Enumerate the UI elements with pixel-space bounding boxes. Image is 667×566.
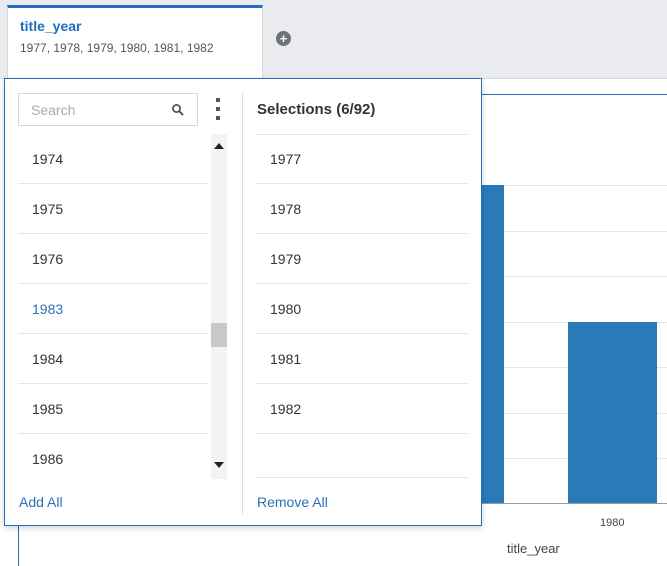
list-item[interactable]: 1985 <box>18 384 208 434</box>
selections-list: 1977 1978 1979 1980 1981 1982 <box>256 134 468 478</box>
selections-header: Selections (6/92) <box>257 101 376 118</box>
x-tick-label-1980: 1980 <box>600 517 625 529</box>
available-values-list: 1974 1975 1976 1983 1984 1985 1986 <box>18 134 208 479</box>
selected-item[interactable]: 1981 <box>256 334 468 384</box>
list-item-hovered[interactable]: 1983 <box>18 284 208 334</box>
filter-title: title_year <box>20 18 82 34</box>
scroll-down-arrow-icon[interactable] <box>214 462 224 468</box>
gridline <box>480 185 667 186</box>
x-axis <box>480 503 667 504</box>
search-input[interactable] <box>29 101 168 119</box>
selected-item[interactable]: 1977 <box>256 134 468 184</box>
filter-bar: title_year 1977, 1978, 1979, 1980, 1981,… <box>0 0 667 79</box>
chart-bar[interactable] <box>480 185 504 503</box>
selected-item[interactable]: 1979 <box>256 234 468 284</box>
more-options-icon[interactable] <box>213 98 223 120</box>
gridline <box>480 231 667 232</box>
selections-empty-row <box>256 434 468 478</box>
selected-item[interactable]: 1978 <box>256 184 468 234</box>
chart-bar-1980[interactable] <box>568 322 657 503</box>
list-item[interactable]: 1986 <box>18 434 208 479</box>
list-item[interactable]: 1976 <box>18 234 208 284</box>
list-item[interactable]: 1974 <box>18 134 208 184</box>
list-scrollbar[interactable] <box>211 134 227 479</box>
list-item[interactable]: 1975 <box>18 184 208 234</box>
x-axis-title: title_year <box>507 541 560 556</box>
remove-all-link[interactable]: Remove All <box>257 494 328 510</box>
selected-item[interactable]: 1982 <box>256 384 468 434</box>
filter-values: 1977, 1978, 1979, 1980, 1981, 1982 <box>20 41 214 55</box>
selected-item[interactable]: 1980 <box>256 284 468 334</box>
scroll-up-arrow-icon[interactable] <box>214 143 224 149</box>
panel-divider <box>242 93 243 514</box>
scroll-thumb[interactable] <box>211 323 227 347</box>
add-all-link[interactable]: Add All <box>19 494 63 510</box>
list-item[interactable]: 1984 <box>18 334 208 384</box>
search-box <box>18 93 198 126</box>
search-icon[interactable] <box>171 103 185 117</box>
filter-popover: 1974 1975 1976 1983 1984 1985 1986 Selec… <box>4 78 482 526</box>
gridline <box>480 276 667 277</box>
filter-pill-title-year[interactable]: title_year 1977, 1978, 1979, 1980, 1981,… <box>7 5 263 78</box>
add-filter-icon[interactable]: + <box>276 31 291 46</box>
